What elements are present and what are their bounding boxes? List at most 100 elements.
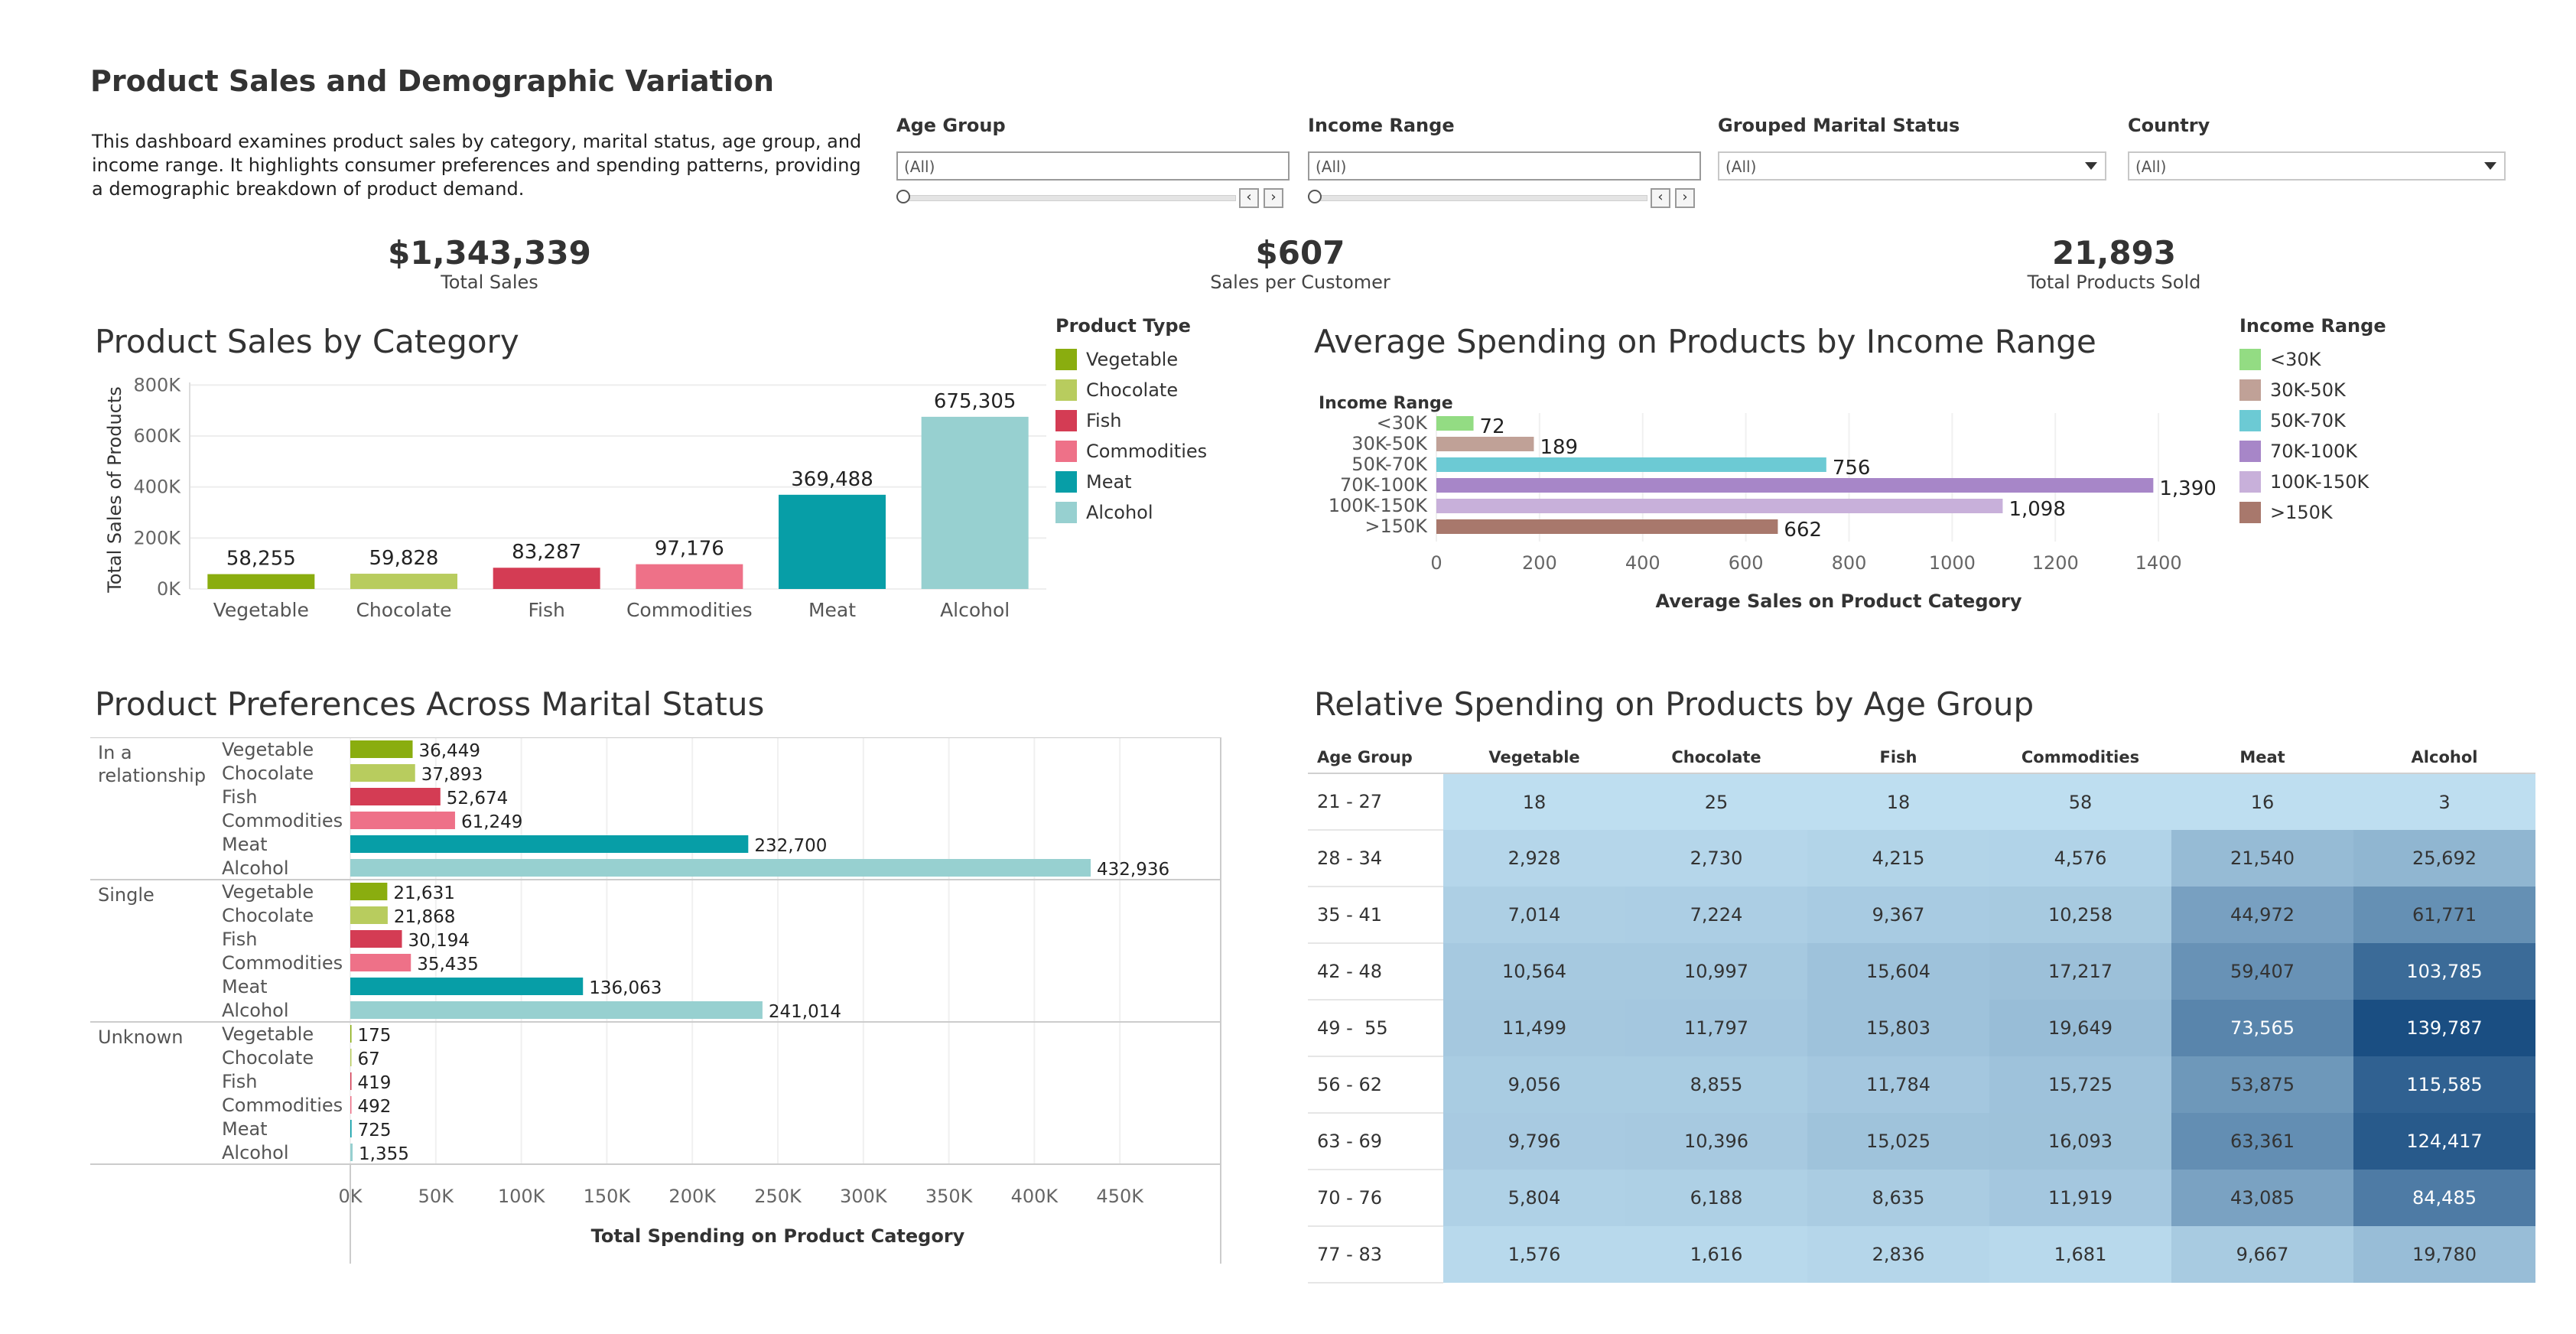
legend-label: Vegetable xyxy=(1086,349,1179,370)
income-range-slider-handle[interactable] xyxy=(1308,190,1322,203)
income-range-legend-item[interactable]: 30K-50K xyxy=(2239,375,2386,405)
income-range-input[interactable]: (All) xyxy=(1308,151,1701,181)
x-tick-label: 400 xyxy=(1625,552,1660,574)
product-type-legend-item[interactable]: Commodities xyxy=(1055,436,1207,467)
kpi-sales-per-customer: $607 Sales per Customer xyxy=(1147,234,1453,293)
heatmap-cell: 59,407 xyxy=(2171,943,2353,1000)
heatmap-cell: 115,585 xyxy=(2353,1056,2535,1113)
country-dropdown[interactable]: (All) xyxy=(2128,151,2506,181)
category-label: Alcohol xyxy=(222,1142,289,1163)
bar-commodities xyxy=(350,954,411,971)
country-value: (All) xyxy=(2135,158,2167,176)
income-range-legend-item[interactable]: 50K-70K xyxy=(2239,405,2386,436)
bar-value-label: 662 xyxy=(1784,519,1822,542)
bar-commodities xyxy=(636,564,743,589)
bar-chocolate xyxy=(350,1049,352,1066)
chart-title-spending-by-income: Average Spending on Products by Income R… xyxy=(1314,323,2096,360)
category-label: Vegetable xyxy=(222,881,314,903)
x-tick-label: Alcohol xyxy=(940,599,1010,621)
y-tick-label: 100K-150K xyxy=(1329,495,1428,516)
bar-value-label: 675,305 xyxy=(934,390,1016,413)
legend-product-type: Product Type Vegetable Chocolate Fish Commo… xyxy=(1055,315,1207,528)
heatmap-cell: 11,499 xyxy=(1443,1000,1625,1056)
heatmap-column-header: Vegetable xyxy=(1443,742,1625,774)
bar-alcohol xyxy=(350,1001,763,1019)
age-group-slider-track[interactable] xyxy=(906,195,1236,201)
heatmap-cell: 3 xyxy=(2353,773,2535,830)
heatmap-column-header: Chocolate xyxy=(1625,742,1807,774)
heatmap-row-label: 70 - 76 xyxy=(1308,1170,1443,1227)
legend-title: Product Type xyxy=(1055,315,1191,337)
heatmap-row-label: 42 - 48 xyxy=(1308,943,1443,1000)
heatmap-row: 63 - 69 9,796 10,396 15,025 16,093 63,361 124,… xyxy=(1308,1113,2535,1170)
heatmap-cell: 7,014 xyxy=(1443,887,1625,943)
bar-chocolate xyxy=(350,574,457,589)
heatmap-row: 42 - 48 10,564 10,997 15,604 17,217 59,407 103… xyxy=(1308,943,2535,1000)
legend-swatch xyxy=(2239,471,2261,493)
chart-sales-by-category: 0K 200K 400K 600K 800K Total Sales of Product… xyxy=(104,374,1046,621)
heatmap-cell: 4,576 xyxy=(1989,830,2171,887)
product-type-legend-item[interactable]: Alcohol xyxy=(1055,497,1207,528)
category-label: Vegetable xyxy=(222,1023,314,1045)
legend-swatch xyxy=(1055,441,1077,462)
x-tick-label: 1200 xyxy=(2032,552,2079,574)
product-type-legend-item[interactable]: Vegetable xyxy=(1055,344,1207,375)
bar-value-label: 59,828 xyxy=(369,547,439,570)
heatmap-cell: 9,796 xyxy=(1443,1113,1625,1170)
bar-value-label: 241,014 xyxy=(769,1002,841,1022)
kpi-value: $607 xyxy=(1255,234,1345,272)
y-tick-label: >150K xyxy=(1364,516,1428,537)
age-group-slider-handle[interactable] xyxy=(896,190,910,203)
bar-meat xyxy=(350,978,584,995)
heatmap-row: 70 - 76 5,804 6,188 8,635 11,919 43,085 84,485 xyxy=(1308,1170,2535,1227)
legend-label: <30K xyxy=(2270,349,2321,370)
income-range-next-button[interactable]: › xyxy=(1675,188,1695,208)
kpi-value: 21,893 xyxy=(2051,234,2177,272)
heatmap-cell: 21,540 xyxy=(2171,830,2353,887)
kpi-value: $1,343,339 xyxy=(388,234,591,272)
marital-status-dropdown[interactable]: (All) xyxy=(1718,151,2106,181)
bar-income xyxy=(1436,416,1474,431)
age-group-prev-button[interactable]: ‹ xyxy=(1239,188,1259,208)
heatmap-cell: 103,785 xyxy=(2353,943,2535,1000)
heatmap-cell: 2,836 xyxy=(1807,1226,1989,1283)
heatmap-cell: 124,417 xyxy=(2353,1113,2535,1170)
income-range-legend-item[interactable]: <30K xyxy=(2239,344,2386,375)
product-type-legend-item[interactable]: Chocolate xyxy=(1055,375,1207,405)
heatmap-cell: 11,784 xyxy=(1807,1056,1989,1113)
heatmap-row-label: 21 - 27 xyxy=(1308,773,1443,831)
bar-value-label: 492 xyxy=(358,1097,392,1117)
heatmap-column-header: Fish xyxy=(1807,742,1989,774)
legend-label: >150K xyxy=(2270,502,2333,523)
legend-swatch xyxy=(1055,379,1077,401)
income-range-legend-item[interactable]: 100K-150K xyxy=(2239,467,2386,497)
category-label: Commodities xyxy=(222,810,343,831)
heatmap-row: 21 - 27 18 25 18 58 16 3 xyxy=(1308,773,2535,831)
bar-value-label: 21,868 xyxy=(394,907,455,927)
heatmap-row: 56 - 62 9,056 8,855 11,784 15,725 53,875 115,5… xyxy=(1308,1056,2535,1114)
category-label: Fish xyxy=(222,786,257,808)
bar-value-label: 756 xyxy=(1833,457,1871,480)
heatmap-cell: 63,361 xyxy=(2171,1113,2353,1170)
bar-value-label: 232,700 xyxy=(754,836,827,856)
product-type-legend-item[interactable]: Meat xyxy=(1055,467,1207,497)
heatmap-cell: 15,025 xyxy=(1807,1113,1989,1170)
category-label: Meat xyxy=(222,976,268,997)
heatmap-cell: 16,093 xyxy=(1989,1113,2171,1170)
heatmap-cell: 2,928 xyxy=(1443,830,1625,887)
bar-chocolate xyxy=(350,764,415,782)
y-tick-label: 50K-70K xyxy=(1351,454,1428,475)
income-range-prev-button[interactable]: ‹ xyxy=(1651,188,1670,208)
age-group-next-button[interactable]: › xyxy=(1264,188,1283,208)
legend-label: Commodities xyxy=(1086,441,1208,462)
income-range-legend-item[interactable]: 70K-100K xyxy=(2239,436,2386,467)
heatmap-cell: 9,367 xyxy=(1807,887,1989,943)
bar-value-label: 61,249 xyxy=(461,812,522,832)
category-label: Alcohol xyxy=(222,857,289,879)
income-range-legend-item[interactable]: >150K xyxy=(2239,497,2386,528)
category-label: Alcohol xyxy=(222,1000,289,1021)
age-group-input[interactable]: (All) xyxy=(896,151,1290,181)
heatmap-cell: 10,396 xyxy=(1625,1113,1807,1170)
product-type-legend-item[interactable]: Fish xyxy=(1055,405,1207,436)
income-range-slider-track[interactable] xyxy=(1317,195,1647,201)
